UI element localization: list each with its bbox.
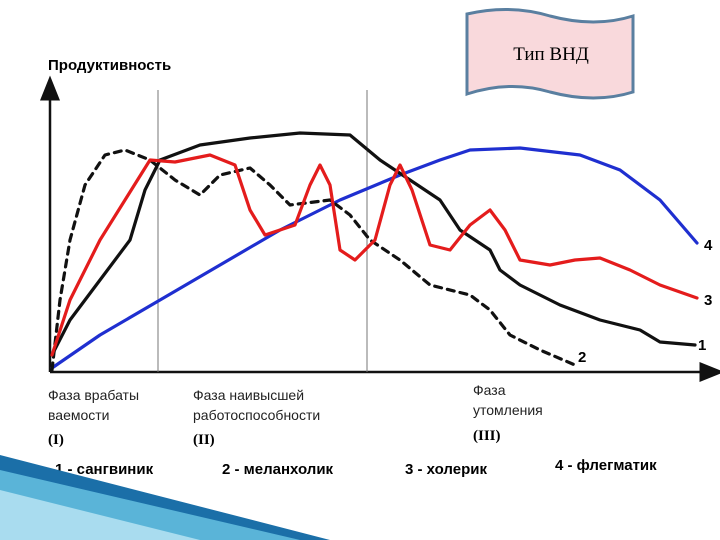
phase-label: Фаза врабаты	[48, 387, 139, 403]
phase-label: работоспособности	[193, 407, 320, 423]
y-axis-label: Продуктивность	[48, 57, 171, 74]
curve-label: 1	[698, 337, 706, 354]
legend-entry: 4 - флегматик	[555, 457, 657, 474]
phase-numeral: (I)	[48, 432, 64, 448]
curve-1	[50, 131, 697, 357]
phase-numeral: (III)	[473, 428, 501, 444]
legend-entry: 2 - меланхолик	[222, 461, 334, 478]
phase-label: утомления	[473, 402, 543, 418]
curve-label: 2	[578, 349, 586, 366]
curve-4	[50, 146, 699, 370]
legend-entry: 1 - сангвиник	[55, 461, 154, 478]
legend-entry: 3 - холерик	[405, 461, 487, 478]
banner-shape	[465, 8, 635, 100]
phase-numeral: (II)	[193, 432, 215, 448]
decoration	[0, 490, 200, 540]
banner-title: Тип ВНД	[513, 44, 589, 65]
curve-2	[50, 148, 577, 372]
curve-3	[50, 153, 699, 357]
phase-label: Фаза	[473, 382, 506, 398]
phase-label: ваемости	[48, 407, 110, 423]
phase-label: Фаза наивысшей	[193, 387, 304, 403]
curve-label: 3	[704, 292, 712, 309]
curve-label: 4	[704, 237, 713, 254]
